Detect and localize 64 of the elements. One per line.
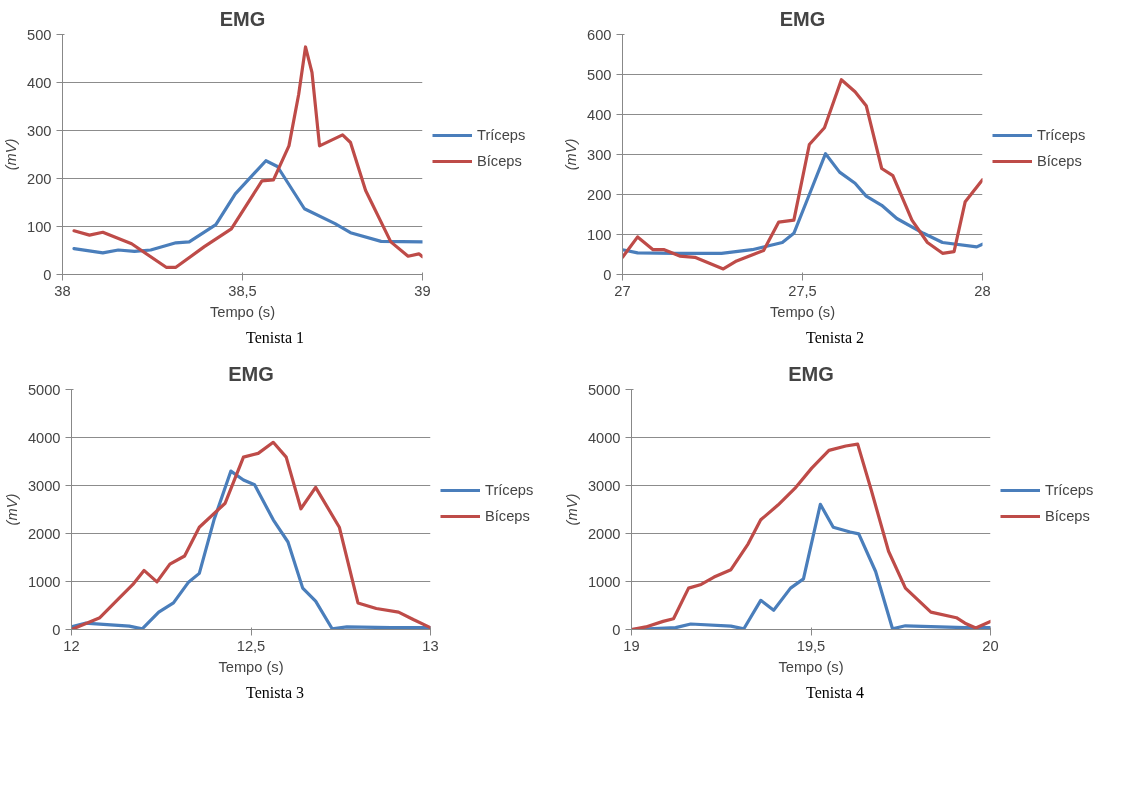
x-tick-label: 13 bbox=[422, 637, 439, 654]
x-tick-label: 27 bbox=[614, 282, 631, 299]
y-tick-label: 200 bbox=[27, 170, 52, 187]
x-tick-label: 19,5 bbox=[796, 637, 826, 654]
x-tick-label: 39 bbox=[414, 282, 431, 299]
y-tick-label: 100 bbox=[27, 218, 52, 235]
y-tick-label: 100 bbox=[587, 226, 612, 243]
x-tick-label: 28 bbox=[974, 282, 991, 299]
chart-title: EMG bbox=[219, 7, 266, 30]
line-series bbox=[72, 159, 423, 255]
y-tick-label: 5000 bbox=[587, 381, 621, 398]
chart-title: EMG bbox=[788, 362, 834, 385]
y-axis-title: (mV) bbox=[563, 493, 580, 526]
x-axis-title: Tempo (s) bbox=[769, 303, 836, 320]
y-tick-label: 200 bbox=[587, 186, 612, 203]
text: Tenista 3 bbox=[246, 682, 304, 703]
legend-label: Tríceps bbox=[477, 127, 526, 143]
y-axis-title: (mV) bbox=[563, 138, 580, 171]
text: Tenista 2 bbox=[806, 328, 864, 348]
y-tick-label: 0 bbox=[612, 621, 621, 638]
chart-title: EMG bbox=[228, 362, 274, 385]
legend-label: Bíceps bbox=[485, 507, 530, 524]
y-tick-label: 0 bbox=[43, 266, 52, 283]
y-tick-label: 2000 bbox=[27, 525, 61, 542]
legend-label: Bíceps bbox=[1045, 507, 1090, 524]
legend-label: Tríceps bbox=[485, 481, 534, 498]
y-tick-label: 4000 bbox=[27, 429, 61, 446]
y-tick-label: 3000 bbox=[587, 477, 621, 494]
legend-label: Bíceps bbox=[1037, 153, 1082, 169]
y-tick-label: 300 bbox=[587, 146, 612, 163]
chart-title: EMG bbox=[779, 7, 826, 30]
x-tick-label: 19 bbox=[623, 637, 640, 654]
y-tick-label: 0 bbox=[603, 266, 612, 283]
y-tick-label: 5000 bbox=[27, 381, 61, 398]
y-tick-label: 0 bbox=[52, 621, 61, 638]
x-axis-title: Tempo (s) bbox=[778, 658, 844, 675]
y-tick-label: 400 bbox=[587, 106, 612, 123]
x-tick-label: 38 bbox=[54, 282, 71, 299]
x-tick-label: 27,5 bbox=[788, 282, 817, 299]
text: Tenista 4 bbox=[806, 682, 864, 703]
y-axis-title: (mV) bbox=[3, 493, 20, 526]
y-tick-label: 400 bbox=[27, 74, 52, 91]
y-tick-label: 2000 bbox=[587, 525, 621, 542]
x-tick-label: 12,5 bbox=[236, 637, 266, 654]
y-tick-label: 300 bbox=[27, 122, 52, 139]
x-axis-title: Tempo (s) bbox=[218, 658, 284, 675]
legend-label: Tríceps bbox=[1045, 481, 1094, 498]
x-tick-label: 12 bbox=[63, 637, 80, 654]
y-axis-title: (mV) bbox=[3, 138, 20, 171]
line-series bbox=[622, 152, 983, 255]
legend-label: Tríceps bbox=[1037, 127, 1086, 143]
line-series bbox=[622, 78, 983, 271]
y-tick-label: 1000 bbox=[27, 573, 61, 590]
y-tick-label: 600 bbox=[587, 26, 612, 43]
legend-label: Bíceps bbox=[477, 153, 522, 169]
x-tick-label: 38,5 bbox=[228, 282, 257, 299]
y-tick-label: 500 bbox=[27, 26, 52, 43]
x-axis-title: Tempo (s) bbox=[209, 303, 276, 320]
y-tick-label: 3000 bbox=[27, 477, 61, 494]
y-tick-label: 1000 bbox=[587, 573, 621, 590]
x-tick-label: 20 bbox=[982, 637, 999, 654]
text: Tenista 1 bbox=[246, 328, 304, 348]
y-tick-label: 4000 bbox=[587, 429, 621, 446]
y-tick-label: 500 bbox=[587, 66, 612, 83]
